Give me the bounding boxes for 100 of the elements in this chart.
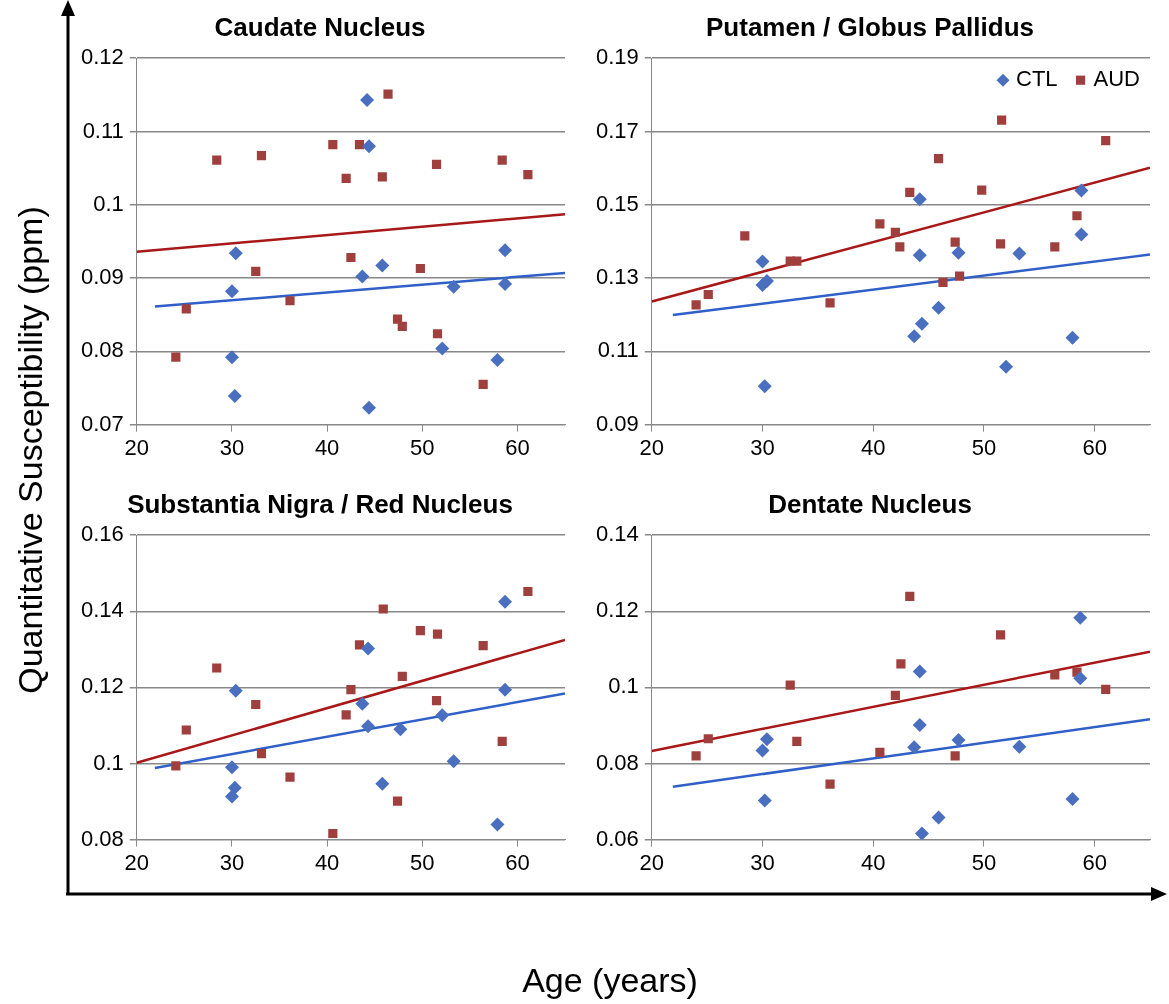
point [1074,227,1089,242]
point [181,304,191,314]
point [498,682,513,697]
x-tick-label: 20 [639,434,665,460]
x-tick-label: 60 [505,434,530,460]
y-tick-label: 0.09 [595,410,639,436]
point [378,604,388,614]
point [995,630,1006,640]
point [393,722,408,737]
y-tick-label: 0.16 [80,521,124,547]
point [825,298,835,308]
point [392,796,403,806]
x-tick-label: 60 [505,849,530,875]
x-tick-label: 50 [971,849,997,875]
point [497,736,507,747]
y-tick-label: 0.12 [80,44,124,70]
point [431,696,442,706]
point [224,789,239,804]
point [896,659,906,669]
x-axis-title: Age (years) [522,960,698,1000]
point [792,256,802,266]
point [397,321,407,331]
point [995,239,1006,249]
point [285,296,295,306]
point [224,284,239,299]
point [1050,670,1060,680]
point [431,159,442,170]
point [346,252,356,263]
point [446,279,461,294]
point [375,258,390,273]
point [392,314,403,324]
point [912,192,927,207]
point [1073,671,1088,686]
y-axis-title: Quantitative Susceptibility (ppm) [10,206,50,694]
x-tick-label: 40 [314,434,340,460]
point [497,155,507,165]
chart-title: Substantia Nigra / Red Nucleus [127,488,513,519]
point [341,710,351,720]
point [890,227,900,237]
y-tick-label: 0.07 [80,410,124,436]
point [759,732,774,747]
y-tick-label: 0.15 [595,190,639,216]
y-tick-label: 0.08 [80,825,124,851]
chart-title: Putamen / Globus Pallidus [706,11,1034,42]
x-tick-label: 20 [124,434,150,460]
legend-label: CTL [1015,66,1058,92]
point [1101,684,1111,694]
point [360,92,375,107]
point [740,231,750,241]
point [785,680,795,690]
point [895,242,905,252]
point [912,248,927,263]
point [933,154,944,164]
point [361,641,376,656]
point [355,696,370,711]
point [938,277,948,288]
y-tick-label: 0.09 [80,264,124,290]
point [905,187,915,197]
point [415,626,425,636]
x-tick-label: 50 [410,434,435,460]
point [1065,330,1080,345]
point [346,685,356,695]
point [212,155,222,165]
point [490,817,505,832]
point [875,747,885,758]
point [432,629,443,639]
point [759,273,774,288]
chart-title: Caudate Nucleus [214,11,426,42]
point [361,139,376,154]
point [691,300,701,310]
point [251,699,261,710]
point [997,115,1007,125]
y-tick-label: 0.14 [595,521,639,547]
point [361,400,376,415]
y-tick-label: 0.17 [595,117,639,143]
point [478,379,488,389]
point [875,219,885,229]
point [825,779,835,789]
point [354,140,365,150]
point [224,760,239,775]
x-tick-label: 40 [314,849,340,875]
point [1065,791,1080,806]
y-tick-label: 0.12 [595,597,639,623]
x-tick-label: 40 [860,434,886,460]
point [755,254,770,269]
point [228,246,243,261]
y-tick-label: 0.06 [595,825,639,851]
point [478,640,488,651]
point [757,793,772,808]
point [907,329,922,344]
x-tick-label: 30 [750,434,775,460]
point [755,743,770,758]
point [977,185,987,195]
point [397,671,407,681]
point [999,359,1014,374]
point [361,719,376,734]
legend-label: AUD [1093,66,1140,92]
y-tick-label: 0.1 [93,749,124,775]
x-tick-label: 30 [750,849,775,875]
x-tick-label: 30 [219,849,245,875]
